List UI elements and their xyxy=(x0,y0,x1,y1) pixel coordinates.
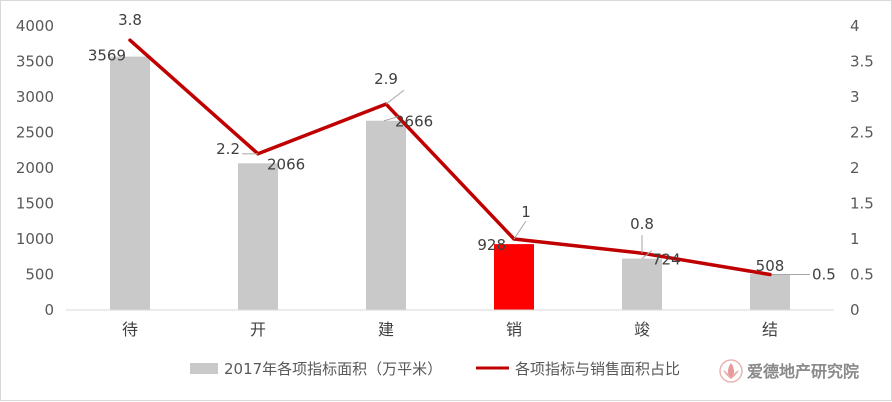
leader-line xyxy=(641,250,653,259)
left-tick-label: 500 xyxy=(25,266,54,284)
leader-line xyxy=(383,116,399,122)
line-point xyxy=(128,38,132,42)
left-tick-label: 2500 xyxy=(16,124,54,142)
bar xyxy=(494,244,534,310)
line-value-label: 3.8 xyxy=(118,11,142,29)
legend: 2017年各项指标面积（万平米） 各项指标与销售面积占比 xyxy=(190,360,680,378)
bar-value-label: 508 xyxy=(756,257,785,275)
bar-value-label: 724 xyxy=(652,251,681,269)
category-labels: 待开建销竣结 xyxy=(122,320,778,339)
right-tick-label: 2.5 xyxy=(850,124,874,142)
line-value-label: 2.9 xyxy=(374,70,398,88)
left-tick-label: 4000 xyxy=(16,17,54,35)
leader-line xyxy=(513,220,527,240)
data-labels: 3569 2066 2666 928 724 508 3.8 2.2 2.9 1 0.8 0.5 xyxy=(88,11,836,283)
category-label: 待 xyxy=(122,320,138,339)
left-tick-label: 1500 xyxy=(16,195,54,213)
right-tick-label: 1 xyxy=(850,230,860,248)
bar-series xyxy=(110,56,790,311)
legend-swatch-bar xyxy=(190,363,218,374)
line-point xyxy=(768,273,772,276)
bar xyxy=(750,273,790,310)
category-label: 开 xyxy=(250,320,266,339)
line-value-label: 2.2 xyxy=(216,140,240,158)
right-tick-label: 3 xyxy=(850,88,860,106)
bar-value-label: 2666 xyxy=(395,113,433,131)
bar-value-label: 928 xyxy=(477,236,506,254)
line-value-label: 0.8 xyxy=(630,215,654,233)
left-tick-label: 0 xyxy=(44,301,54,319)
line-value-label: 1 xyxy=(521,203,531,221)
right-y-axis: 0 0.5 1 1.5 2 2.5 3 3.5 4 xyxy=(850,17,874,319)
left-tick-label: 3000 xyxy=(16,88,54,106)
bar-value-label: 2066 xyxy=(267,155,305,173)
watermark-text: 爱德地产研究院 xyxy=(747,362,859,381)
right-tick-label: 2 xyxy=(850,159,860,177)
legend-label-bar: 2017年各项指标面积（万平米） xyxy=(224,360,442,378)
bar xyxy=(622,258,662,310)
right-tick-label: 0.5 xyxy=(850,266,874,284)
leader-line xyxy=(385,89,405,105)
bar xyxy=(110,56,150,311)
line-value-label: 0.5 xyxy=(812,266,836,284)
left-tick-label: 3500 xyxy=(16,53,54,71)
legend-label-line: 各项指标与销售面积占比 xyxy=(515,360,680,378)
right-tick-label: 0 xyxy=(850,301,860,319)
category-label: 销 xyxy=(506,320,522,339)
lotus-logo-icon xyxy=(719,359,743,383)
right-tick-label: 3.5 xyxy=(850,53,874,71)
watermark: 爱德地产研究院 xyxy=(719,359,859,383)
right-tick-label: 1.5 xyxy=(850,195,874,213)
left-tick-label: 2000 xyxy=(16,159,54,177)
category-label: 竣 xyxy=(634,320,650,339)
category-label: 结 xyxy=(762,320,778,339)
right-tick-label: 4 xyxy=(850,17,860,35)
line-path xyxy=(128,38,772,277)
category-label: 建 xyxy=(378,320,394,339)
left-y-axis: 0 500 1000 1500 2000 2500 3000 3500 4000 xyxy=(16,17,54,319)
bar xyxy=(238,163,278,310)
bar xyxy=(366,120,406,311)
left-tick-label: 1000 xyxy=(16,230,54,248)
bar-value-label: 3569 xyxy=(88,47,126,65)
